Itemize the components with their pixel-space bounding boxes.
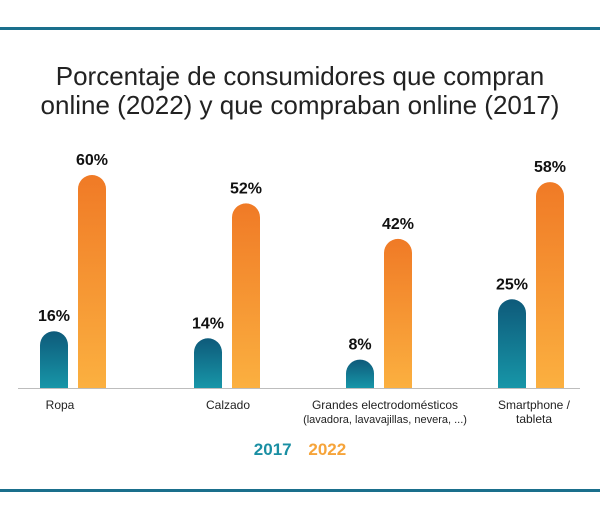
- legend-entry-2022: 2022: [308, 440, 347, 459]
- data-label-2022-0: 60%: [76, 152, 108, 169]
- bar-2022-1: [232, 203, 260, 388]
- category-label-2-line-1: (lavadora, lavavajillas, nevera, ...): [303, 414, 467, 426]
- bar-2017-2: [346, 359, 374, 388]
- bar-2022-0: [78, 175, 106, 388]
- data-label-2022-1: 52%: [230, 180, 262, 197]
- bottom-rule: [0, 489, 600, 492]
- category-label-2-line-0: Grandes electrodomésticos: [312, 398, 458, 412]
- bar-2022-2: [384, 238, 412, 388]
- data-label-2017-1: 14%: [192, 315, 224, 332]
- data-label-2017-2: 8%: [348, 337, 371, 354]
- legend-entry-2017: 2017: [253, 440, 292, 459]
- data-label-2017-0: 16%: [38, 308, 70, 325]
- bar-2017-0: [40, 331, 68, 388]
- chart-legend: 2017 2022: [0, 440, 600, 460]
- top-rule: [0, 27, 600, 30]
- chart-title-line-1: Porcentaje de consumidores que compran: [55, 61, 545, 91]
- category-label-3-line-0: Smartphone /: [498, 398, 571, 412]
- bar-2017-3: [498, 299, 526, 388]
- bar-2022-3: [536, 182, 564, 388]
- category-label-3-line-1: tableta: [516, 412, 552, 426]
- chart-title-line-2: online (2022) y que compraban online (20…: [40, 90, 560, 120]
- data-label-2022-3: 58%: [534, 159, 566, 176]
- data-label-2017-3: 25%: [496, 276, 528, 293]
- category-label-0-line-0: Ropa: [46, 398, 75, 412]
- category-label-1-line-0: Calzado: [206, 398, 250, 412]
- chart-title: Porcentaje de consumidores que compran o…: [0, 62, 600, 120]
- bar-2017-1: [194, 338, 222, 388]
- data-label-2022-2: 42%: [382, 216, 414, 233]
